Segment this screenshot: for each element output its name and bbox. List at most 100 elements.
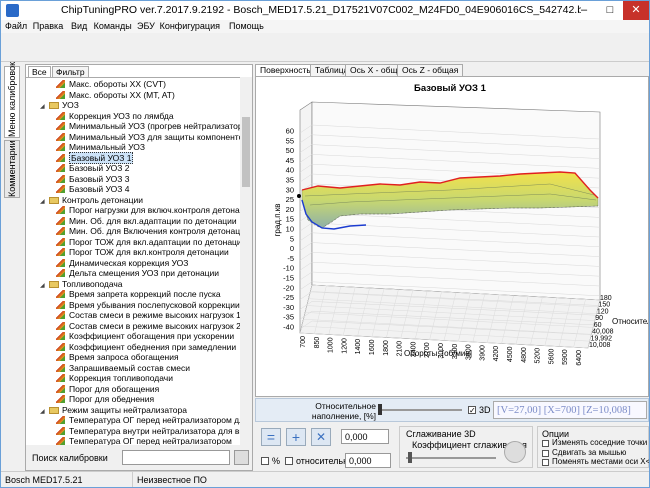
tree-item[interactable]: Коэффициент обогащения при ускорении <box>56 331 234 342</box>
tree-item[interactable]: Состав смеси в режиме высоких нагрузок 2 <box>56 321 240 332</box>
menu-item[interactable]: Правка <box>32 21 64 31</box>
tree-item[interactable]: Макс. обороты ХХ (CVT) <box>56 79 166 90</box>
tree-item[interactable]: Время запроса обогащения <box>56 352 179 363</box>
menu-item[interactable]: Файл <box>5 21 28 31</box>
tree-item[interactable]: Базовый УОЗ 3 <box>56 174 129 185</box>
tree-item[interactable]: Температура внутри нейтрализатора для вк… <box>56 426 240 437</box>
status-ecu: Bosch MED17.5.21 <box>5 475 83 485</box>
smooth-button[interactable] <box>504 441 526 463</box>
menu-item[interactable]: Помощь <box>229 21 264 31</box>
tree-item[interactable]: Порог ТОЖ для вкл.адаптации по детонации… <box>56 237 240 248</box>
tree-item[interactable]: Температура ОГ перед нейтрализатором для… <box>56 415 240 426</box>
relative-checkbox[interactable] <box>285 457 293 465</box>
relative-input[interactable]: 0,000 <box>345 453 391 468</box>
tree-item[interactable]: Состав смеси в режиме высоких нагрузок 1 <box>56 310 240 321</box>
menu-item[interactable]: Команды <box>93 21 132 31</box>
tree-item[interactable]: Температура ОГ перед нейтрализатором <box>56 436 232 445</box>
view-tab[interactable]: Ось Z - общая <box>397 64 464 76</box>
checkbox-3d[interactable]: ✓ <box>468 406 476 415</box>
tree-item[interactable]: Базовый УОЗ 4 <box>56 184 129 195</box>
tree-item[interactable]: Порог для обеднения <box>56 394 154 405</box>
multiply-button[interactable]: ✕ <box>311 428 331 446</box>
side-tab[interactable]: Комментарии <box>4 140 20 198</box>
option-checkbox[interactable] <box>542 449 549 457</box>
tree-tab[interactable]: Фильтр <box>52 66 89 77</box>
tree-label: Коэффициент обогащения при ускорении <box>69 331 235 341</box>
tree-item[interactable]: Минимальный УОЗ <box>56 142 145 153</box>
tree-item[interactable]: Мин. Об. для Включения контроля детонаци… <box>56 226 240 237</box>
smoothing-group: Сглаживание 3D Коэффициент сглаживания <box>399 426 533 468</box>
tree-item[interactable]: Мин. Об. для вкл.адаптации по детонации <box>56 216 237 227</box>
x-tick-label: 5600 <box>548 348 555 364</box>
add-button[interactable]: + <box>286 428 306 446</box>
minimize-button[interactable]: – <box>580 4 588 16</box>
tree-item[interactable]: Макс. обороты ХХ (MT, AT) <box>56 90 175 101</box>
menu-item[interactable]: ЭБУ <box>137 21 155 31</box>
checkbox-label: 3D <box>479 405 491 415</box>
tree-tab[interactable]: Все <box>28 66 51 77</box>
tree-label: Макс. обороты ХХ (MT, AT) <box>69 89 175 100</box>
slider-thumb[interactable] <box>378 404 382 415</box>
map-icon <box>56 353 65 361</box>
value-input[interactable]: 0,000 <box>341 429 389 444</box>
smoothing-thumb[interactable] <box>408 452 412 463</box>
tree-folder[interactable]: ◢ Режим защиты нейтрализатора <box>40 405 187 416</box>
side-tab[interactable]: Меню калибровок <box>4 62 20 138</box>
tree-item[interactable]: Время убывания послепусковой коррекции <box>56 300 240 311</box>
search-button[interactable] <box>234 450 249 465</box>
option-checkbox[interactable] <box>542 440 549 447</box>
menu-item[interactable]: Вид <box>71 21 88 31</box>
tree-item[interactable]: Коэффициент обеднения при замедлении <box>56 342 236 353</box>
y-tick-label: 30 <box>286 185 294 194</box>
slider-track[interactable] <box>380 409 462 411</box>
maximize-button[interactable]: □ <box>606 4 614 16</box>
scrollbar[interactable] <box>240 77 252 445</box>
percent-checkbox[interactable] <box>261 457 269 465</box>
grid-line <box>305 312 594 328</box>
tree-item[interactable]: Динамическая коррекция УОЗ <box>56 258 188 269</box>
tree-item[interactable]: Дельта смещения УОЗ при детонации <box>56 268 219 279</box>
side-tab-label: Меню калибровок <box>7 61 17 137</box>
x-tick-label: 1000 <box>328 337 335 353</box>
grid-line <box>357 287 370 337</box>
tree-label: Базовый УОЗ 3 <box>69 173 130 184</box>
tree-item[interactable]: Порог ТОЖ для вкл.контроля детонации <box>56 247 229 258</box>
tree-folder[interactable]: ◢ Контроль детонации <box>40 195 143 206</box>
mesh-line <box>304 183 595 197</box>
tree-item[interactable]: Запрашиваемый состав смеси <box>56 363 190 374</box>
tree-label: Состав смеси в режиме высоких нагрузок 1 <box>69 310 240 320</box>
tree-item[interactable]: Порог для обогащения <box>56 384 159 395</box>
tree-item[interactable]: Коррекция топливоподачи <box>56 373 173 384</box>
menu-item[interactable]: Конфигурация <box>159 21 220 31</box>
expander: ◢ <box>40 282 45 289</box>
search-input[interactable] <box>122 450 230 465</box>
tree-item[interactable]: Минимальный УОЗ (прогрев нейтрализатора) <box>56 121 240 132</box>
close-button[interactable]: ✕ <box>623 1 649 20</box>
tree-item[interactable]: Минимальный УОЗ для защиты компонентов <box>56 132 240 143</box>
scroll-thumb[interactable] <box>242 117 250 187</box>
tree-item[interactable]: Базовый УОЗ 2 <box>56 163 129 174</box>
x-tick-label: 3600 <box>466 344 473 360</box>
option-label: Поменять местами оси X<->Z <box>552 457 650 466</box>
cursor-point[interactable] <box>297 194 301 198</box>
y-tick-label: 5 <box>290 234 294 243</box>
tree-item[interactable]: Базовый УОЗ 1 <box>56 151 134 164</box>
y-tick-label: -25 <box>283 293 294 302</box>
tree-label: Базовый УОЗ 2 <box>69 163 130 173</box>
map-icon <box>56 206 65 214</box>
tree-item[interactable]: Порог нагрузки для включ.контроля детона… <box>56 205 240 216</box>
tree-item[interactable]: Время запрета коррекций после пуска <box>56 289 221 300</box>
tree-label: Время запрета коррекций после пуска <box>69 289 221 299</box>
tree-item[interactable]: Коррекция УОЗ по лямбда <box>56 111 174 122</box>
tree-folder[interactable]: ◢ Топливоподача <box>40 279 123 290</box>
grid-line <box>443 292 457 341</box>
smoothing-track[interactable] <box>406 457 496 459</box>
map-icon <box>56 426 65 435</box>
right-panel: Поверхность Таблица Ось X - общая Ось Z … <box>255 64 649 471</box>
tree-folder[interactable]: ◢ УОЗ <box>40 100 79 111</box>
option-checkbox[interactable] <box>542 459 549 466</box>
set-button[interactable]: = <box>261 428 281 446</box>
grid-line <box>530 296 543 346</box>
view-tab[interactable]: Поверхность <box>255 64 316 76</box>
map-icon <box>56 332 65 340</box>
